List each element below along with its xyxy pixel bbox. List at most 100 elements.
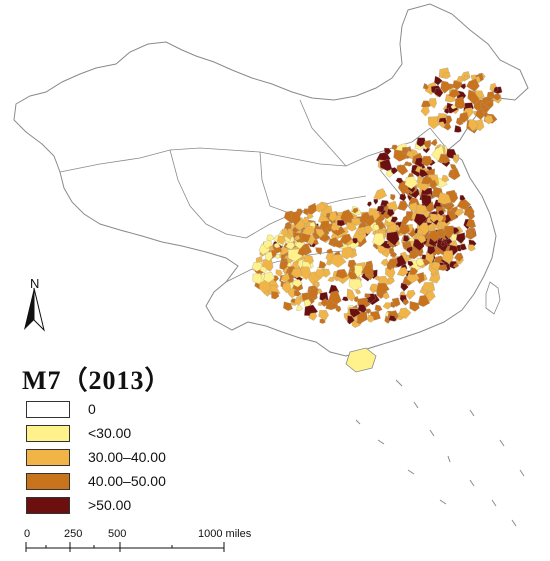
county-region [450,163,457,170]
county-region [416,229,423,236]
county-region [315,228,325,238]
north-label: N [30,276,40,291]
county-region [427,245,436,255]
county-region [277,235,286,245]
county-region [463,75,469,81]
county-region [402,299,409,306]
county-region [266,234,275,242]
county-region [318,310,329,321]
county-region [354,265,364,278]
county-region [315,247,322,256]
county-region [388,315,397,322]
county-region [400,282,409,292]
county-region [404,176,419,190]
county-region [466,219,476,229]
county-region [459,243,467,251]
county-region [264,251,273,262]
county-region [438,264,448,271]
county-region [454,155,460,162]
county-region [372,224,380,231]
county-region [367,314,375,323]
county-region [340,209,354,223]
county-region [430,213,439,223]
taiwan-island [485,281,501,315]
county-region [357,304,367,313]
county-region [397,200,408,211]
county-region [302,216,309,225]
scale-label-500: 500 [108,528,127,540]
county-region [420,106,430,117]
scale-bar [25,542,225,552]
scale-label-1000: 1000 miles [198,528,252,540]
county-region [396,267,409,277]
legend-label: 30.00–40.00 [88,449,166,465]
county-region [409,301,420,312]
county-region [308,312,318,321]
county-region [346,288,356,302]
county-region [390,216,398,223]
county-region [493,86,499,93]
county-region [398,223,411,235]
county-region [290,211,301,227]
county-region [261,258,274,272]
scale-label-0: 0 [24,528,31,540]
county-region [335,268,348,279]
county-region [421,177,434,185]
legend-label: 0 [88,401,96,417]
county-region [386,208,395,217]
legend-label: 40.00–50.00 [88,473,166,489]
legend-swatch [26,400,70,418]
county-region [444,107,450,114]
county-region [358,229,365,236]
county-region [313,239,319,246]
county-region [290,268,303,279]
county-region [355,289,361,295]
county-region [275,253,281,260]
county-region [437,210,445,216]
county-region [421,155,433,167]
county-region [416,257,425,267]
county-region [395,177,404,184]
county-region [475,108,485,120]
county-region [390,194,396,201]
county-region [251,262,265,272]
county-region [382,302,391,310]
county-region [406,150,415,158]
county-region [307,287,319,299]
county-region [429,179,438,190]
county-region [456,232,466,244]
county-region [385,170,393,178]
legend: 0 <30.00 30.00–40.00 40.00–50.00 >50.00 [26,397,166,517]
county-region [380,258,389,267]
county-region [454,208,464,217]
county-region [374,304,383,312]
county-region [438,153,451,164]
county-region [484,114,494,125]
south-sea-islands [355,379,525,527]
county-region [330,254,347,268]
county-region [454,96,466,109]
county-region [294,296,302,306]
county-region [301,225,316,236]
county-region [293,235,301,241]
legend-label: >50.00 [88,497,132,513]
county-region [331,240,344,249]
county-region [281,228,289,237]
county-region [419,168,429,178]
legend-row: <30.00 [26,421,166,445]
hainan-island [345,347,377,373]
county-region [430,138,438,147]
county-region [450,104,457,110]
county-region [407,260,414,267]
county-region [307,213,314,219]
legend-swatch [26,472,70,490]
county-region [271,291,280,300]
county-region [387,258,398,269]
county-region [274,242,281,249]
legend-row: 0 [26,397,166,421]
county-region [452,262,460,268]
county-region [252,273,263,285]
county-region [347,315,355,325]
county-region [384,147,392,156]
